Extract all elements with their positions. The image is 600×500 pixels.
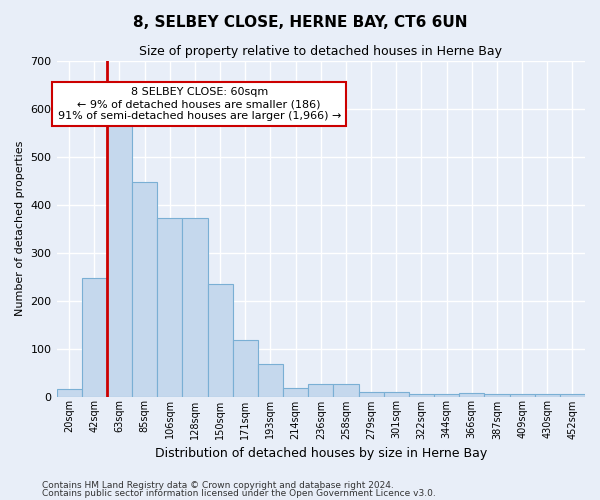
Bar — [509, 394, 535, 396]
Bar — [208, 284, 233, 397]
Bar — [132, 182, 157, 396]
Bar — [308, 384, 334, 396]
Bar — [182, 218, 208, 396]
Bar — [82, 278, 107, 396]
Bar — [359, 392, 383, 396]
Text: Contains HM Land Registry data © Crown copyright and database right 2024.: Contains HM Land Registry data © Crown c… — [42, 480, 394, 490]
Text: 8 SELBEY CLOSE: 60sqm
← 9% of detached houses are smaller (186)
91% of semi-deta: 8 SELBEY CLOSE: 60sqm ← 9% of detached h… — [58, 88, 341, 120]
Bar — [535, 394, 560, 396]
Bar — [383, 392, 409, 396]
Title: Size of property relative to detached houses in Herne Bay: Size of property relative to detached ho… — [139, 45, 502, 58]
Bar — [157, 218, 182, 396]
Bar — [107, 118, 132, 396]
Y-axis label: Number of detached properties: Number of detached properties — [15, 141, 25, 316]
Text: Contains public sector information licensed under the Open Government Licence v3: Contains public sector information licen… — [42, 489, 436, 498]
Bar — [233, 340, 258, 396]
Text: 8, SELBEY CLOSE, HERNE BAY, CT6 6UN: 8, SELBEY CLOSE, HERNE BAY, CT6 6UN — [133, 15, 467, 30]
Bar — [484, 394, 509, 396]
X-axis label: Distribution of detached houses by size in Herne Bay: Distribution of detached houses by size … — [155, 447, 487, 460]
Bar — [409, 394, 434, 396]
Bar — [56, 390, 82, 396]
Bar — [459, 392, 484, 396]
Bar — [560, 394, 585, 396]
Bar — [334, 384, 359, 396]
Bar — [434, 394, 459, 396]
Bar — [283, 388, 308, 396]
Bar — [258, 364, 283, 396]
